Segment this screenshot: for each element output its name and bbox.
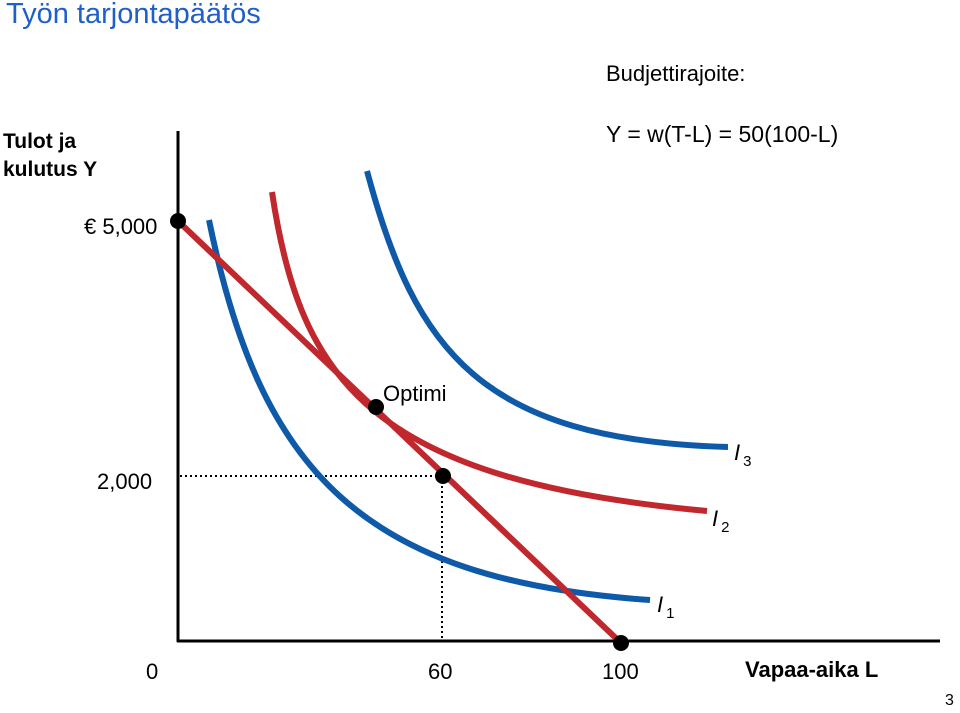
curve-symbol: I (734, 440, 741, 465)
page-number: 3 (945, 692, 954, 709)
optimum-label: Optimi (383, 381, 447, 406)
y-tick-label: € 5,000 (84, 214, 158, 239)
optimum-point (368, 399, 384, 415)
budget-intercept-y-point (170, 213, 186, 229)
x-axis-title: Vapaa-aika L (745, 657, 879, 682)
indifference-curve-i1 (206, 219, 651, 603)
budget-intercept-x-point (613, 635, 629, 651)
budget-constraint-equation: Y = w(T-L) = 50(100-L) (606, 121, 839, 147)
x-tick-label: 60 (428, 659, 453, 684)
indifference-curve-i2 (269, 191, 708, 514)
curve-symbol: I (712, 506, 719, 531)
curve-index: 1 (666, 605, 675, 622)
y-tick-label: 2,000 (97, 469, 153, 494)
curve-index: 3 (743, 453, 752, 470)
x-tick-label: 100 (602, 659, 639, 684)
curve-index: 2 (721, 519, 730, 536)
point-60-2000 (435, 468, 451, 484)
x-tick-label: 0 (146, 659, 159, 684)
indifference-curve-i3 (364, 170, 729, 450)
budget-constraint-heading: Budjettirajoite: (606, 61, 746, 86)
y-axis-title: Tulot ja kulutus Y (3, 130, 98, 181)
budget-line (175, 218, 624, 646)
slide-title: Työn tarjontapäätös (6, 0, 261, 30)
curve-symbol: I (657, 592, 664, 617)
